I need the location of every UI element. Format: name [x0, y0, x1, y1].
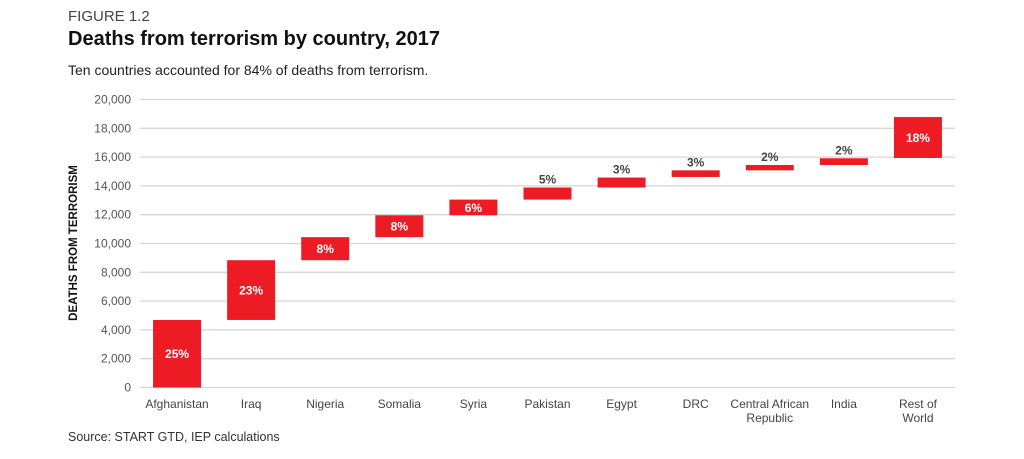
x-tick-label: Central African [730, 397, 809, 411]
y-tick-label: 10,000 [94, 237, 131, 251]
bar [819, 158, 868, 166]
x-tick-label: Egypt [606, 397, 637, 411]
x-tick-label: Somalia [378, 397, 422, 411]
bar [375, 215, 424, 238]
figure-label: FIGURE 1.2 [68, 8, 150, 25]
data-label: 2% [761, 150, 779, 164]
y-axis-label: DEATHS FROM TERRORISM [68, 165, 80, 321]
data-label: 8% [391, 220, 409, 234]
y-tick-label: 18,000 [94, 121, 131, 135]
x-tick-label: Iraq [241, 397, 262, 411]
x-tick-label: Nigeria [306, 397, 344, 411]
data-label: 3% [613, 163, 631, 177]
bar [745, 165, 794, 171]
data-label: 5% [539, 172, 557, 186]
y-tick-label: 14,000 [94, 179, 131, 193]
bar [301, 237, 350, 261]
bar [449, 199, 498, 216]
bar [893, 117, 942, 158]
y-tick-label: 8,000 [101, 265, 131, 279]
data-label: 2% [835, 143, 853, 157]
x-tick-label: Rest of [899, 397, 938, 411]
x-tick-label: DRC [683, 397, 709, 411]
bar [227, 260, 276, 320]
chart-title: Deaths from terrorism by country, 2017 [68, 28, 440, 50]
data-label: 8% [317, 242, 335, 256]
x-tick-label: Syria [460, 397, 488, 411]
x-tick-label: India [831, 397, 857, 411]
data-label: 25% [165, 347, 189, 361]
y-tick-label: 20,000 [94, 93, 131, 107]
x-tick-label: World [902, 411, 933, 425]
y-tick-label: 4,000 [101, 323, 131, 337]
bar [153, 319, 202, 388]
bar [523, 187, 572, 200]
y-tick-label: 2,000 [101, 352, 131, 366]
x-tick-label: Pakistan [524, 397, 570, 411]
bar [597, 177, 646, 188]
waterfall-chart: 0 2,000 4,000 6,000 8,000 10,000 12,000 14,000 1… [68, 93, 955, 425]
y-tick-label: 6,000 [101, 294, 131, 308]
data-label: 6% [465, 201, 483, 215]
x-tick-label: Afghanistan [145, 397, 208, 411]
data-label: 18% [906, 131, 930, 145]
data-label: 3% [687, 155, 705, 169]
bar [671, 170, 720, 177]
y-tick-label: 12,000 [94, 208, 131, 222]
y-tick-label: 16,000 [94, 150, 131, 164]
source-note: Source: START GTD, IEP calculations [68, 430, 280, 444]
data-label: 23% [239, 284, 263, 298]
y-tick-label: 0 [124, 381, 131, 395]
x-tick-label: Republic [746, 411, 793, 425]
chart-subtitle: Ten countries accounted for 84% of death… [68, 62, 429, 78]
